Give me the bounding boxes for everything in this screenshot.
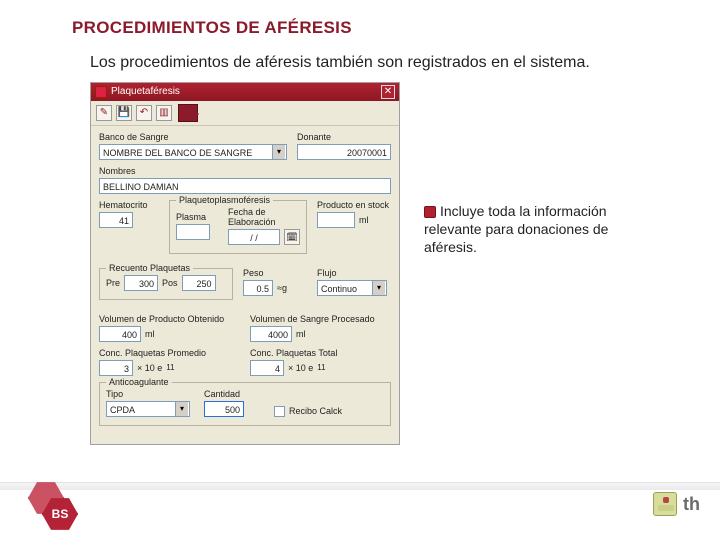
callout-text: Incluye toda la información relevante pa…	[424, 203, 608, 255]
label-fecha-elab: Fecha de Elaboración	[228, 207, 300, 227]
label-conc-total: Conc. Plaquetas Total	[250, 348, 391, 358]
slide-title: PROCEDIMIENTOS DE AFÉRESIS	[72, 18, 720, 38]
label-plasma: Plasma	[176, 212, 224, 222]
flujo-select[interactable]: Continuo	[317, 280, 387, 296]
recibo-checkbox[interactable]	[274, 406, 285, 417]
unit-e11-2: 11	[317, 363, 325, 372]
label-donante: Donante	[297, 132, 391, 142]
tipo-select[interactable]: CPDA	[106, 401, 190, 417]
toolbar-save-icon[interactable]: 💾	[116, 105, 132, 121]
label-plaquetop: Plaquetoplasmoféresis	[176, 195, 273, 205]
label-vol-sangre: Volumen de Sangre Procesado	[250, 314, 391, 324]
cantidad-field[interactable]: 500	[204, 401, 244, 417]
label-nombres: Nombres	[99, 166, 391, 176]
callout: Incluye toda la información relevante pa…	[424, 202, 644, 257]
apheresis-window: Plaquetaféresis ✕ ✎ 💾 ↶ ▥ Banco de Sangr…	[90, 82, 400, 445]
bullet-icon	[424, 206, 436, 218]
close-icon[interactable]: ✕	[381, 85, 395, 99]
unit-x10-1: × 10 e	[137, 363, 162, 373]
toolbar-undo-icon[interactable]: ↶	[136, 105, 152, 121]
label-recuento: Recuento Plaquetas	[106, 263, 193, 273]
window-titlebar: Plaquetaféresis ✕	[91, 83, 399, 101]
conc-total-field[interactable]: 4	[250, 360, 284, 376]
toolbar-exit-icon[interactable]	[178, 104, 198, 122]
pre-field[interactable]: 300	[124, 275, 158, 291]
app-icon	[95, 86, 107, 98]
unit-e11-1: 11	[166, 363, 174, 372]
label-recibo: Recibo Calck	[289, 406, 342, 416]
th-logo-text: th	[683, 494, 700, 515]
vol-prod-field[interactable]: 400	[99, 326, 141, 342]
date-picker-icon[interactable]: 🗓	[284, 229, 300, 245]
label-conc-prom: Conc. Plaquetas Promedio	[99, 348, 240, 358]
window-title: Plaquetaféresis	[111, 86, 180, 97]
bs-logo: BS	[28, 480, 80, 532]
unit-ml-3: ml	[296, 329, 306, 339]
unit-peso: ≈g	[277, 283, 287, 293]
label-banco: Banco de Sangre	[99, 132, 287, 142]
label-peso: Peso	[243, 268, 307, 278]
peso-field[interactable]: 0.5	[243, 280, 273, 296]
donante-field[interactable]: 20070001	[297, 144, 391, 160]
label-prod-stock: Producto en stock	[317, 200, 397, 210]
hematocrito-field[interactable]: 41	[99, 212, 133, 228]
banco-select[interactable]: NOMBRE DEL BANCO DE SANGRE	[99, 144, 287, 160]
label-cantidad: Cantidad	[204, 389, 264, 399]
label-anticoag: Anticoagulante	[106, 377, 172, 387]
conc-prom-field[interactable]: 3	[99, 360, 133, 376]
prod-stock-field[interactable]	[317, 212, 355, 228]
footer-brand: th	[653, 492, 700, 516]
unit-ml-2: ml	[145, 329, 155, 339]
plasma-field[interactable]	[176, 224, 210, 240]
label-tipo: Tipo	[106, 389, 194, 399]
toolbar-edit-icon[interactable]: ✎	[96, 105, 112, 121]
label-vol-prod: Volumen de Producto Obtenido	[99, 314, 240, 324]
th-logo-icon	[653, 492, 677, 516]
vol-sangre-field[interactable]: 4000	[250, 326, 292, 342]
label-pos: Pos	[162, 278, 178, 288]
nombres-field[interactable]: BELLINO DAMIAN	[99, 178, 391, 194]
label-hematocrito: Hematocrito	[99, 200, 159, 210]
form-body: Banco de Sangre NOMBRE DEL BANCO DE SANG…	[91, 126, 399, 444]
toolbar-list-icon[interactable]: ▥	[156, 105, 172, 121]
toolbar: ✎ 💾 ↶ ▥	[91, 101, 399, 126]
slide-subtitle: Los procedimientos de aféresis también s…	[90, 52, 630, 74]
unit-x10-2: × 10 e	[288, 363, 313, 373]
label-flujo: Flujo	[317, 268, 391, 278]
footer-divider	[0, 482, 720, 490]
unit-ml-1: ml	[359, 215, 369, 225]
pos-field[interactable]: 250	[182, 275, 216, 291]
fecha-field[interactable]: / /	[228, 229, 280, 245]
label-pre: Pre	[106, 278, 120, 288]
